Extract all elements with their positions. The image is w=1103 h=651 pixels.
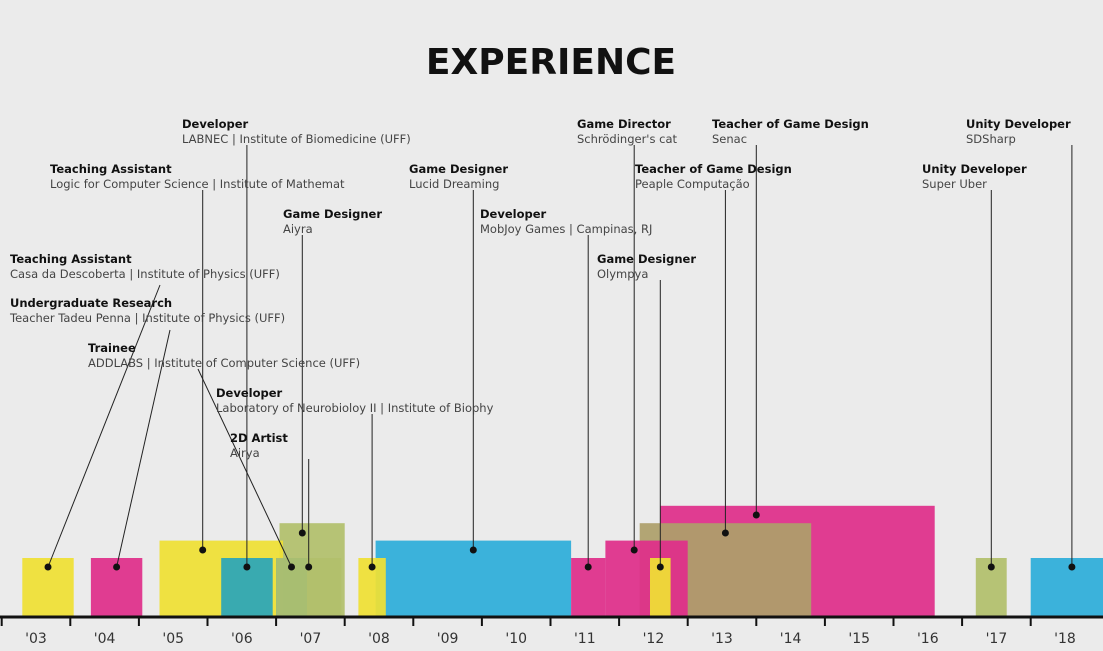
experience-role: Teacher of Game Design [635,162,792,176]
x-axis: '03 '04 '05 '06 '07 '08 '09 '10 '11 '12 '13 '14 '15 '… [0,615,1103,647]
axis-tick-label: '15 [848,631,870,647]
experience-role: Unity Developer [922,162,1027,176]
experience-org: Olympya [597,267,648,281]
axis-tick-label: '13 [711,631,733,647]
bars-layer [22,505,1103,616]
marker-dot [584,563,592,571]
marker-dot [368,563,376,571]
chart-title: EXPERIENCE [426,42,676,83]
experience-org: Casa da Descoberta | Institute of Physic… [10,267,280,281]
experience-org: SDSharp [966,132,1016,146]
leader-lines-layer [44,145,1076,571]
axis-tick-label: '08 [368,631,390,647]
axis-tick-label: '10 [505,631,527,647]
marker-dot [298,529,306,537]
experience-org: Peaple Computação [635,177,750,191]
marker-dot [113,563,121,571]
timeline-bar [650,558,671,616]
axis-tick-label: '14 [780,631,802,647]
marker-dot [44,563,52,571]
experience-role: Game Director [577,117,671,131]
marker-dot [305,563,313,571]
experience-role: Developer [216,386,283,400]
axis-tick-label: '03 [25,631,47,647]
experience-org: Airya [230,446,260,460]
experience-role: Undergraduate Research [10,296,172,310]
axis-tick-label: '06 [231,631,253,647]
marker-dot [630,546,638,554]
axis-tick-label: '07 [300,631,322,647]
leader-line [116,329,171,568]
experience-org: Senac [712,132,747,146]
experience-org: MobJoy Games | Campinas, RJ [480,222,652,236]
experience-org: Laboratory of Neurobioloy II | Institute… [216,401,494,415]
experience-org: Lucid Dreaming [409,177,499,191]
axis-tick-label: '11 [574,631,596,647]
experience-role: Teacher of Game Design [712,117,869,131]
experience-role: Developer [480,207,547,221]
axis-tick-label: '04 [94,631,116,647]
marker-dot [288,563,295,571]
timeline-bar [605,540,688,616]
marker-dot [469,546,477,554]
marker-dot [199,546,207,554]
marker-dot [656,563,664,571]
axis-tick-label: '18 [1054,631,1076,647]
marker-dot [1068,563,1076,571]
leader-line [197,368,292,568]
experience-org: ADDLABS | Institute of Computer Science … [88,356,360,370]
marker-dot [721,529,729,537]
experience-role: Game Designer [409,162,508,176]
marker-dot [752,511,760,519]
marker-dot [243,563,251,571]
experience-org: Aiyra [283,222,313,236]
experience-org: LABNEC | Institute of Biomedicine (UFF) [182,132,411,146]
experience-role: Game Designer [283,207,382,221]
axis-tick-label: '09 [437,631,459,647]
experience-org: Super Uber [922,177,987,191]
axis-tick-label: '16 [917,631,939,647]
experience-org: Teacher Tadeu Penna | Institute of Physi… [9,311,285,325]
experience-role: Trainee [88,341,136,355]
leader-line [47,284,161,568]
experience-role: Teaching Assistant [50,162,172,176]
experience-org: Logic for Computer Science | Institute o… [50,177,345,191]
timeline-bar [1030,558,1103,616]
axis-tick-label: '12 [643,631,665,647]
experience-role: Unity Developer [966,117,1071,131]
axis-tick-label: '05 [162,631,184,647]
experience-role: Developer [182,117,249,131]
experience-role: 2D Artist [230,431,288,445]
experience-org: Schrödinger's cat [577,132,677,146]
axis-tick-label: '17 [986,631,1008,647]
experience-role: Teaching Assistant [10,252,132,266]
marker-dot [987,563,995,571]
experience-role: Game Designer [597,252,696,266]
